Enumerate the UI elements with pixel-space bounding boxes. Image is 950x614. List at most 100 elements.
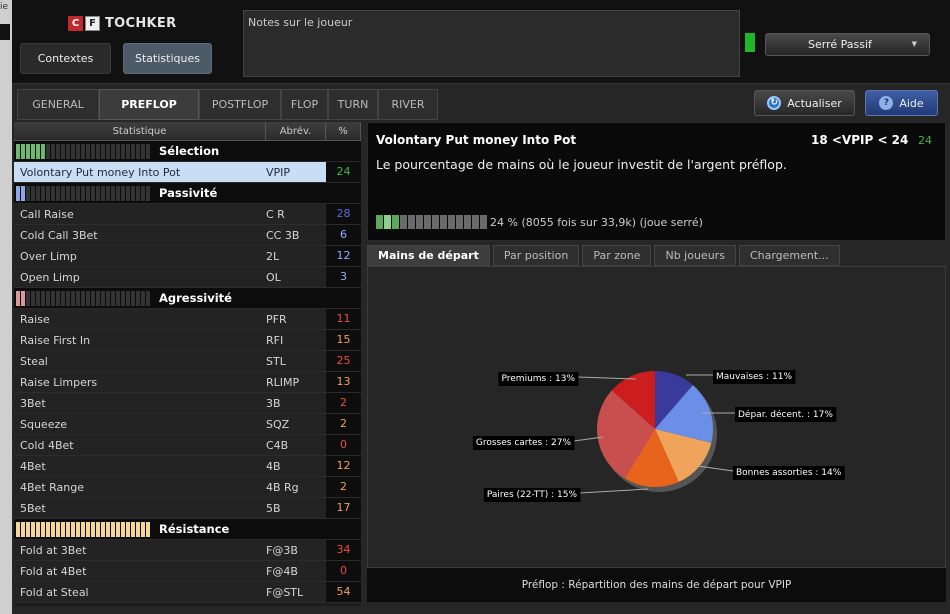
stat-row[interactable]: Raise First In RFI 15 bbox=[14, 330, 361, 351]
stat-name: Squeeze bbox=[20, 417, 68, 431]
detail-bar-text: 24 % (8055 fois sur 33,9k) (joue serré) bbox=[490, 216, 703, 229]
stat-value: 2 bbox=[326, 393, 361, 413]
stat-row[interactable]: Open Limp OL 3 bbox=[14, 267, 361, 288]
stats-table-header: Statistique Abrév. % bbox=[14, 122, 361, 141]
tab-postflop[interactable]: POSTFLOP bbox=[199, 89, 281, 120]
pie-slice-label: Grosses cartes : 27% bbox=[476, 438, 572, 448]
help-icon: ? bbox=[879, 96, 894, 110]
stat-value: 34 bbox=[326, 540, 361, 560]
pie-label-bg bbox=[735, 407, 837, 422]
stat-abbrev: STL bbox=[266, 354, 286, 368]
section-header: Agressivité bbox=[14, 288, 361, 309]
refresh-label: Actualiser bbox=[787, 96, 842, 110]
stat-name: Fold at 4Bet bbox=[20, 564, 87, 578]
stat-abbrev: RLIMP bbox=[266, 375, 300, 389]
stat-row[interactable]: Raise PFR 11 bbox=[14, 309, 361, 330]
tab-river[interactable]: RIVER bbox=[378, 89, 438, 120]
pie-slice[interactable] bbox=[655, 385, 713, 443]
pie-slice[interactable] bbox=[655, 371, 693, 429]
pie-leader-line bbox=[577, 376, 637, 380]
detail-description: Le pourcentage de mains où le joueur inv… bbox=[376, 157, 787, 172]
stat-name: Fold at Steal bbox=[20, 585, 89, 599]
stat-name: 5Bet bbox=[20, 501, 46, 515]
stat-row[interactable]: Call Raise C R 28 bbox=[14, 204, 361, 225]
stat-row[interactable]: Over Limp 2L 12 bbox=[14, 246, 361, 267]
stat-row[interactable]: Cold Call 3Bet CC 3B 6 bbox=[14, 225, 361, 246]
pie-chart: Mauvaises : 11% Dépar. décent. : 17% Bonne… bbox=[472, 370, 845, 502]
stat-row[interactable]: Cold 4Bet C4B 0 bbox=[14, 435, 361, 456]
stat-row[interactable]: Fold at 4Bet F@4B 0 bbox=[14, 561, 361, 582]
section-title: Passivité bbox=[159, 186, 218, 200]
player-profile-select[interactable]: Serré Passif ▼ bbox=[765, 33, 930, 56]
detail-value: 24 bbox=[918, 134, 932, 147]
stat-row[interactable]: Squeeze SQZ 2 bbox=[14, 414, 361, 435]
stat-name: Over Limp bbox=[20, 249, 77, 263]
stat-abbrev: 5B bbox=[266, 501, 281, 515]
help-button[interactable]: ? Aide bbox=[865, 90, 938, 116]
detail-level-bar bbox=[376, 215, 488, 229]
section-title: Agressivité bbox=[159, 291, 232, 305]
detail-title: Volontary Put money Into Pot bbox=[376, 133, 577, 147]
pie-leader-line bbox=[697, 465, 734, 472]
stat-abbrev: OL bbox=[266, 270, 281, 284]
stat-abbrev: RFI bbox=[266, 333, 284, 347]
pie-leader-line bbox=[579, 488, 649, 494]
pie-slice[interactable] bbox=[624, 429, 679, 487]
subtab-chargement[interactable]: Chargement... bbox=[738, 245, 840, 266]
stat-name: Volontary Put money Into Pot bbox=[20, 165, 181, 179]
stat-row[interactable]: Steal STL 25 bbox=[14, 351, 361, 372]
refresh-button[interactable]: ↻ Actualiser bbox=[754, 90, 855, 116]
section-level-bar bbox=[14, 143, 154, 159]
header: C F TOCHKER Contextes Statistiques Notes… bbox=[12, 0, 950, 84]
pie-chart-area: Mauvaises : 11% Dépar. décent. : 17% Bonne… bbox=[367, 266, 946, 568]
subtab-par-position[interactable]: Par position bbox=[492, 245, 580, 266]
tab-general[interactable]: GENERAL bbox=[17, 89, 99, 120]
statistiques-button[interactable]: Statistiques bbox=[123, 43, 212, 74]
stat-abbrev: 4B Rg bbox=[266, 480, 299, 494]
contextes-button[interactable]: Contextes bbox=[20, 43, 111, 74]
stat-value: 6 bbox=[326, 225, 361, 245]
logo-f-box: F bbox=[85, 16, 100, 31]
stat-abbrev: 4B bbox=[266, 459, 281, 473]
pie-slice[interactable] bbox=[611, 371, 655, 429]
subtab-nb-joueurs[interactable]: Nb joueurs bbox=[654, 245, 736, 266]
stat-value: 0 bbox=[326, 435, 361, 455]
pie-slice[interactable] bbox=[597, 390, 655, 479]
section-title: Résistance bbox=[159, 522, 230, 536]
tab-preflop[interactable]: PREFLOP bbox=[99, 89, 199, 120]
edge-block bbox=[0, 24, 10, 40]
stat-row[interactable]: 4Bet Range 4B Rg 2 bbox=[14, 477, 361, 498]
logo-c-box: C bbox=[68, 16, 83, 31]
player-profile-value: Serré Passif bbox=[808, 38, 872, 51]
stat-row[interactable]: 5Bet 5B 17 bbox=[14, 498, 361, 519]
player-notes-field[interactable]: Notes sur le joueur bbox=[243, 10, 740, 77]
stat-row[interactable]: 4Bet 4B 12 bbox=[14, 456, 361, 477]
pie-slice[interactable] bbox=[655, 429, 712, 482]
tab-turn[interactable]: TURN bbox=[328, 89, 378, 120]
header-abrev[interactable]: Abrév. bbox=[266, 122, 326, 140]
section-level-bar bbox=[14, 290, 154, 306]
stat-name: Cold 4Bet bbox=[20, 438, 74, 452]
tochker-app: C F TOCHKER Contextes Statistiques Notes… bbox=[12, 0, 950, 614]
stat-row[interactable]: Raise Limpers RLIMP 13 bbox=[14, 372, 361, 393]
logo-text: TOCHKER bbox=[105, 16, 177, 31]
stat-value: 2 bbox=[326, 477, 361, 497]
subtab-mains-depart[interactable]: Mains de départ bbox=[367, 245, 490, 266]
tab-flop[interactable]: FLOP bbox=[281, 89, 328, 120]
header-statistique[interactable]: Statistique bbox=[14, 122, 266, 140]
stat-row[interactable]: Fold at 3Bet F@3B 34 bbox=[14, 540, 361, 561]
stat-row[interactable]: 3Bet 3B 2 bbox=[14, 393, 361, 414]
stat-abbrev: SQZ bbox=[266, 417, 290, 431]
pie-slice-label: Mauvaises : 11% bbox=[716, 372, 792, 382]
pie-label-bg bbox=[472, 436, 575, 450]
subtab-par-zone[interactable]: Par zone bbox=[582, 245, 652, 266]
stat-abbrev: C4B bbox=[266, 438, 289, 452]
section-level-bar bbox=[14, 521, 154, 537]
header-pct[interactable]: % bbox=[326, 122, 361, 140]
stat-row[interactable]: Fold at Steal F@STL 54 bbox=[14, 582, 361, 603]
stat-value: 15 bbox=[326, 330, 361, 350]
stat-name: Raise Limpers bbox=[20, 375, 98, 389]
pie-slice-label: Paires (22-TT) : 15% bbox=[487, 490, 578, 500]
stat-value: 0 bbox=[326, 561, 361, 581]
stat-row[interactable]: Volontary Put money Into Pot VPIP 24 bbox=[14, 162, 361, 183]
